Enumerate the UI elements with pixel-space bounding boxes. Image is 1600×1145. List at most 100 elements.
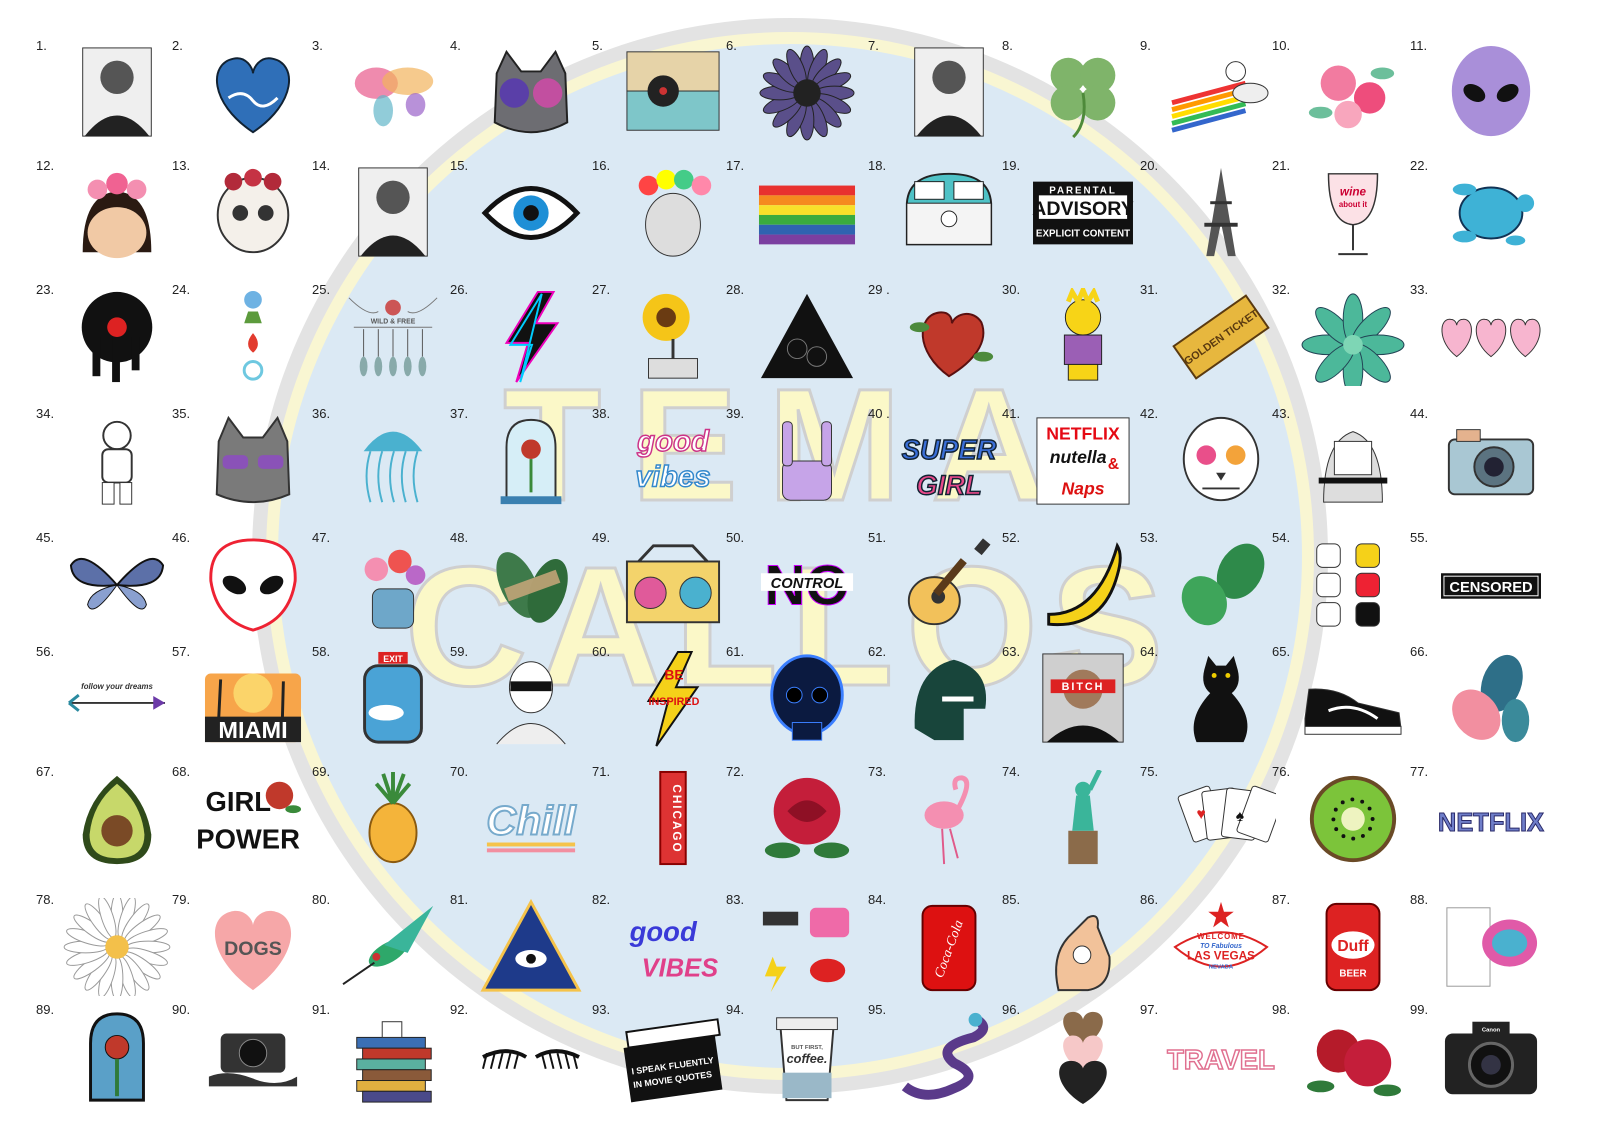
sticker-number: 43.: [1272, 406, 1291, 421]
galaxy-butterfly-icon: [62, 536, 172, 634]
svg-text:♠: ♠: [1236, 808, 1244, 825]
sticker-anatomical-heart: 29 .: [868, 282, 1004, 392]
svg-text:Naps: Naps: [1061, 478, 1104, 498]
sticker-melting-camera: 90.: [172, 1002, 308, 1112]
travel-text-icon: TRAVEL: [1166, 1008, 1276, 1106]
dogs-heart-icon: DOGS: [198, 898, 308, 996]
black-cat-icon: [1166, 650, 1276, 748]
sticker-rainbow-flag: 17.: [726, 158, 862, 268]
sticker-number: 27.: [592, 282, 611, 297]
sticker-daisy: 78.: [36, 892, 172, 1002]
doodle-brain-icon: [1436, 898, 1546, 996]
sticker-girl-hiding-face: 43.: [1272, 406, 1408, 516]
spartan-helmet-icon: [894, 650, 1004, 748]
sticker-chill-retro: 70. Chill: [450, 764, 586, 874]
svg-text:EXPLICIT CONTENT: EXPLICIT CONTENT: [1036, 229, 1130, 240]
sticker-miami-sunset: 57. MIAMI: [172, 644, 308, 754]
sticker-good-vibes-retro: 38. good vibes: [592, 406, 728, 516]
sticker-stained-glass-rose: 89.: [36, 1002, 172, 1112]
sticker-number: 65.: [1272, 644, 1291, 659]
sticker-number: 48.: [450, 530, 469, 545]
svg-text:follow your dreams: follow your dreams: [81, 682, 153, 691]
elements-symbols-icon: [198, 288, 308, 386]
sticker-good-vibes-script: 82. good VIBES: [592, 892, 728, 1002]
supergirl-logo-icon: SUPER GIRL: [894, 412, 1004, 510]
svg-text:♥: ♥: [1197, 806, 1206, 823]
ocean-heart-icon: [198, 44, 308, 142]
cat-with-galaxy-glasses-icon: [476, 44, 586, 142]
sticker-sugar-skull: 42.: [1140, 406, 1276, 516]
sticker-flamingo: 73.: [868, 764, 1004, 874]
sticker-supergirl-logo: 40 . SUPER GIRL: [868, 406, 1004, 516]
sticker-man-portrait: 14.: [312, 158, 448, 268]
sticker-number: 21.: [1272, 158, 1291, 173]
man-with-label-icon: BITCH: [1028, 650, 1138, 748]
sticker-galaxy-butterfly: 45.: [36, 530, 172, 640]
avocado-icon: [62, 770, 172, 868]
sticker-parental-advisory: 19. PARENTAL ADVISORY EXPLICIT CONTENT: [1002, 158, 1138, 268]
sticker-number: 94.: [726, 1002, 745, 1017]
monstera-leaves-icon: [1166, 536, 1276, 634]
sticker-las-vegas-sign: 86. WELCOME TO Fabulous LAS VEGAS NEVADA: [1140, 892, 1276, 1002]
girl-power-rose-icon: GIRL POWER: [198, 770, 308, 868]
sticker-number: 9.: [1140, 38, 1151, 53]
sticker-red-rose: 72.: [726, 764, 862, 874]
golden-ticket-icon: GOLDEN TICKET: [1166, 288, 1276, 386]
sticker-number: 6.: [726, 38, 737, 53]
sticker-number: 19.: [1002, 158, 1021, 173]
sticker-netflix-logo: 77. NETFLIX: [1410, 764, 1546, 874]
wine-glass-icon: wine about it: [1298, 164, 1408, 262]
no-control-icon: NOCONTROL: [752, 536, 862, 634]
sticker-number: 54.: [1272, 530, 1291, 545]
sticker-monstera-leaves: 53.: [1140, 530, 1276, 640]
sticker-number: 37.: [450, 406, 469, 421]
sticker-number: 84.: [868, 892, 887, 907]
coca-cola-can-icon: Coca-Cola: [894, 898, 1004, 996]
holographic-alien-icon: [1436, 44, 1546, 142]
sticker-number: 10.: [1272, 38, 1291, 53]
sticker-black-cat: 64.: [1140, 644, 1276, 754]
sticker-man-with-label: 63. BITCH: [1002, 644, 1138, 754]
sticker-number: 77.: [1410, 764, 1429, 779]
evil-eye-icon: [476, 164, 586, 262]
sea-turtle-icon: [1436, 164, 1546, 262]
sticker-sea-turtle: 22.: [1410, 158, 1546, 268]
sticker-girl-gang-set: 83.: [726, 892, 862, 1002]
sticker-four-leaf-clover: 8.: [1002, 38, 1138, 148]
svg-text:wine: wine: [1340, 185, 1367, 198]
pineapple-icon: [338, 770, 448, 868]
sticker-number: 23.: [36, 282, 55, 297]
sticker-number: 69.: [312, 764, 331, 779]
sticker-taped-leaves: 48.: [450, 530, 586, 640]
sticker-lisa-simpson: 30.: [1002, 282, 1138, 392]
sticker-number: 89.: [36, 1002, 55, 1017]
svg-text:VIBES: VIBES: [642, 954, 718, 982]
hummingbird-icon: [338, 898, 448, 996]
svg-text:CENSORED: CENSORED: [1449, 580, 1532, 596]
sticker-lightning-bolt: 26.: [450, 282, 586, 392]
cat-with-sunglasses-icon: [198, 412, 308, 510]
vintage-camera-icon: [1436, 412, 1546, 510]
watermark-line1: TEMA: [503, 355, 1076, 534]
sticker-girl-power-rose: 68. GIRL POWER: [172, 764, 308, 874]
sticker-wine-glass: 21. wine about it: [1272, 158, 1408, 268]
good-vibes-script-icon: good VIBES: [618, 898, 728, 996]
svg-text:WELCOME: WELCOME: [1197, 932, 1245, 941]
sticker-number: 63.: [1002, 644, 1021, 659]
sticker-number: 71.: [592, 764, 611, 779]
duff-beer-can-icon: Duff BEER: [1298, 898, 1408, 996]
man-portrait-icon: [62, 44, 172, 142]
frida-flower-crown-icon: [62, 164, 172, 262]
playing-cards-icon: ♥ ♠: [1166, 770, 1276, 868]
sticker-number: 73.: [868, 764, 887, 779]
sticker-travel-text: 97. TRAVEL: [1140, 1002, 1276, 1112]
sticker-holographic-alien: 11.: [1410, 38, 1546, 148]
sticker-number: 46.: [172, 530, 191, 545]
sticker-number: 32.: [1272, 282, 1291, 297]
sticker-number: 56.: [36, 644, 55, 659]
sticker-number: 18.: [868, 158, 887, 173]
sticker-glitter-hearts: 96.: [1002, 1002, 1138, 1112]
sticker-number: 7.: [868, 38, 879, 53]
melting-camera-icon: [198, 1008, 308, 1106]
